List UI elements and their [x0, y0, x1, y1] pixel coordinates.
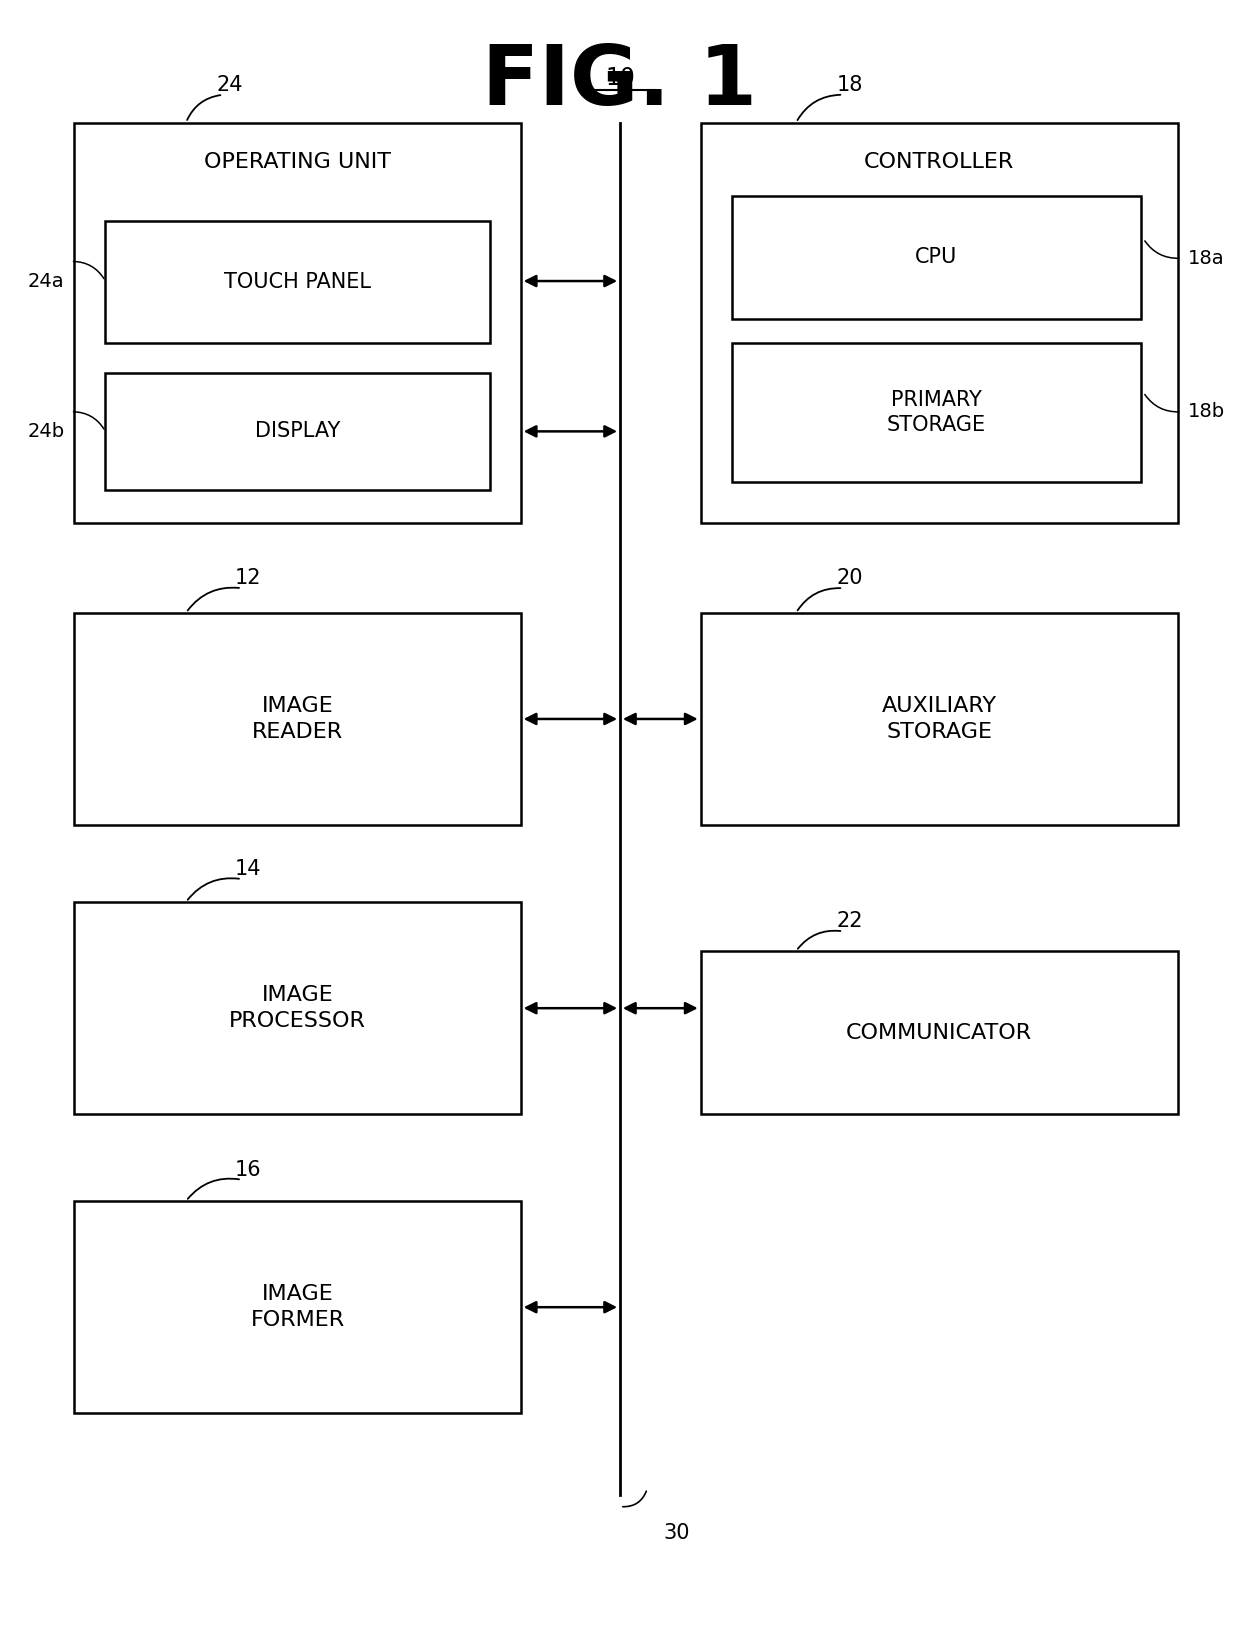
Text: 30: 30	[663, 1523, 689, 1542]
Text: 18: 18	[836, 75, 863, 95]
Bar	[74, 1201, 521, 1413]
Text: CONTROLLER: CONTROLLER	[864, 152, 1014, 172]
Bar	[732, 196, 1141, 319]
Text: TOUCH PANEL: TOUCH PANEL	[224, 271, 371, 292]
Bar	[732, 343, 1141, 482]
Text: DISPLAY: DISPLAY	[255, 422, 340, 441]
Text: 10: 10	[605, 65, 635, 90]
Text: IMAGE
PROCESSOR: IMAGE PROCESSOR	[229, 985, 366, 1031]
Text: 22: 22	[836, 912, 863, 931]
Text: 16: 16	[234, 1160, 262, 1180]
Text: COMMUNICATOR: COMMUNICATOR	[846, 1023, 1033, 1042]
Bar	[105, 373, 490, 490]
Bar	[701, 123, 1178, 523]
Text: PRIMARY
STORAGE: PRIMARY STORAGE	[887, 391, 986, 435]
Text: IMAGE
FORMER: IMAGE FORMER	[250, 1284, 345, 1330]
Bar	[105, 221, 490, 343]
Text: 24: 24	[216, 75, 243, 95]
Text: 18b: 18b	[1188, 402, 1225, 422]
Bar	[701, 613, 1178, 825]
Text: CPU: CPU	[915, 247, 957, 268]
Bar	[701, 951, 1178, 1114]
Text: 24a: 24a	[27, 271, 64, 291]
Text: 20: 20	[836, 569, 863, 588]
Text: OPERATING UNIT: OPERATING UNIT	[205, 152, 391, 172]
Text: 12: 12	[234, 569, 262, 588]
Bar	[74, 613, 521, 825]
Text: FIG. 1: FIG. 1	[482, 41, 758, 123]
Bar	[74, 902, 521, 1114]
Text: AUXILIARY
STORAGE: AUXILIARY STORAGE	[882, 696, 997, 742]
Text: 18a: 18a	[1188, 248, 1225, 268]
Bar	[74, 123, 521, 523]
Text: IMAGE
READER: IMAGE READER	[252, 696, 343, 742]
Text: 24b: 24b	[27, 422, 64, 441]
Text: 14: 14	[234, 859, 262, 879]
